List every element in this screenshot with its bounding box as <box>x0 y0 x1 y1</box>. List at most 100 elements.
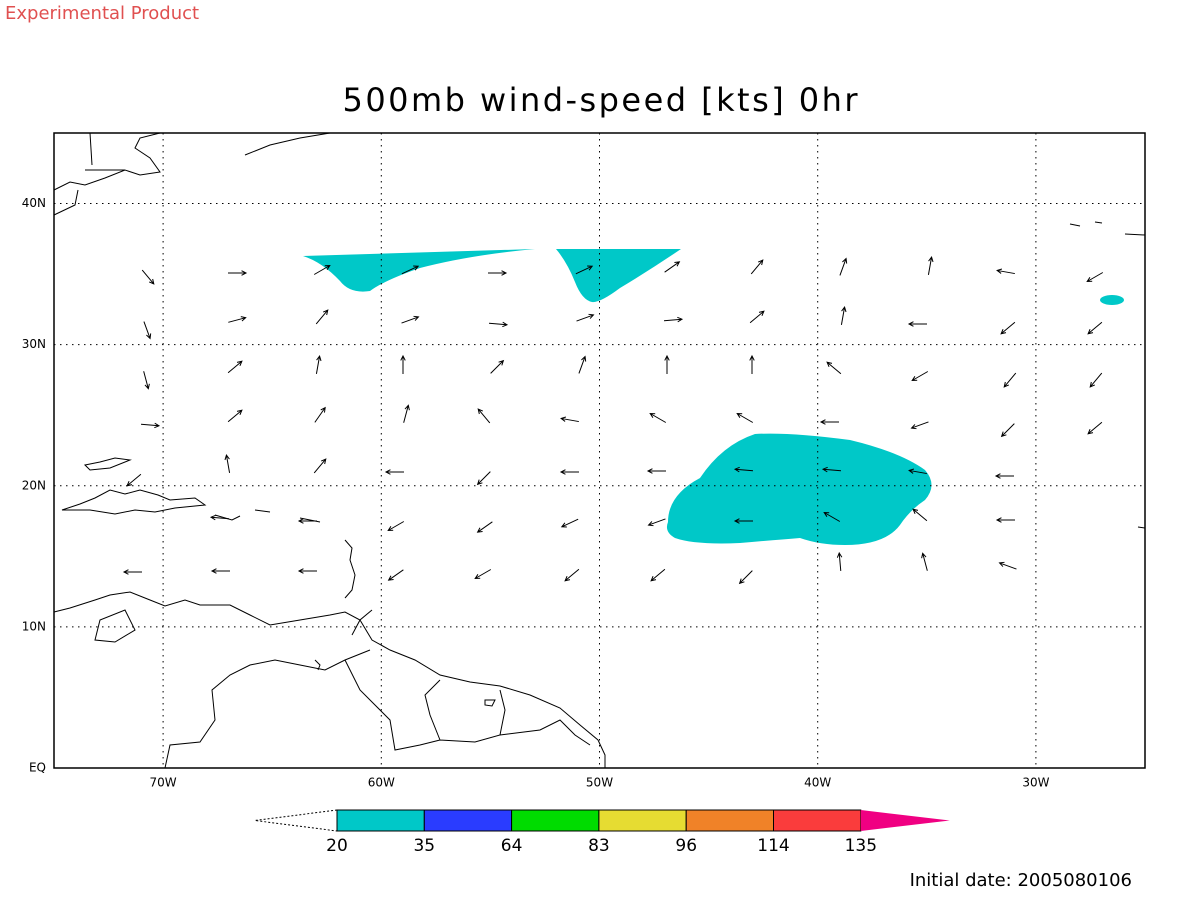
lon-tick-label: 60W <box>368 776 395 790</box>
wind-arrow <box>227 360 243 374</box>
wind-arrow <box>650 568 666 582</box>
wind-arrow <box>224 454 231 473</box>
wind-arrow <box>733 518 753 524</box>
lat-tick-label: EQ <box>29 761 46 775</box>
wind-arrow <box>387 569 404 581</box>
wind-arrow <box>140 422 161 429</box>
wind-arrow <box>826 361 842 375</box>
wind-arrow <box>1003 372 1017 388</box>
map-title: 500mb wind-speed [kts] 0hr <box>343 81 859 119</box>
coastline <box>61 489 207 515</box>
wind-arrow <box>819 419 839 425</box>
wind-arrow <box>126 473 142 487</box>
wind-arrow <box>474 569 492 580</box>
shaded-region <box>1100 295 1124 305</box>
island <box>314 221 1146 707</box>
initial-date: Initial date: 2005080106 <box>910 870 1132 891</box>
wind-arrow <box>750 259 764 275</box>
wind-arrow <box>228 270 248 276</box>
wind-arrow <box>228 316 247 323</box>
wind-arrow <box>578 355 587 374</box>
wind-arrow <box>476 471 491 486</box>
coastline <box>53 591 606 768</box>
colorbar-label: 83 <box>588 836 610 856</box>
coastline <box>94 609 136 643</box>
wind-arrow <box>649 412 667 423</box>
wind-arrow <box>907 321 927 327</box>
wind-arrow <box>488 321 509 328</box>
coastline <box>53 132 331 216</box>
wind-arrow <box>921 552 928 571</box>
colorbar-label: 20 <box>326 836 348 856</box>
wind-arrow <box>559 469 579 475</box>
wind-arrow <box>994 473 1014 479</box>
wind-arrow <box>749 310 765 324</box>
colorbar-segment <box>423 809 513 832</box>
wind-arrow <box>738 570 753 585</box>
wind-arrow <box>575 265 594 275</box>
wind-arrow <box>912 508 928 522</box>
wind-arrow <box>840 306 847 325</box>
colorbar: 20 35 64 83 96 114 135 <box>254 809 950 856</box>
wind-arrow <box>560 416 579 423</box>
wind-arrow <box>995 517 1015 523</box>
colorbar-label: 35 <box>413 836 435 856</box>
wind-arrow <box>1000 423 1015 438</box>
wind-arrow <box>910 421 929 430</box>
wind-arrow <box>576 313 595 322</box>
wind-arrow <box>749 354 755 374</box>
colorbar-label: 114 <box>757 836 789 856</box>
wind-arrow <box>663 316 684 323</box>
wind-arrow <box>564 568 580 582</box>
wind-arrow <box>403 404 410 423</box>
wind-arrow <box>1000 321 1016 335</box>
wind-shading <box>303 249 1124 545</box>
coastlines <box>53 132 1146 769</box>
wind-arrow <box>227 409 243 423</box>
grid <box>54 133 1145 769</box>
colorbar-under <box>254 809 338 832</box>
wind-arrow <box>315 309 329 325</box>
wind-arrow <box>143 321 152 340</box>
wind-arrow <box>476 521 493 533</box>
wind-arrow <box>210 568 230 574</box>
wind-arrow <box>646 468 666 474</box>
wind-arrow <box>488 270 508 276</box>
map-frame <box>53 132 1146 769</box>
wind-arrow <box>664 354 670 374</box>
wind-arrow <box>297 518 317 524</box>
wind-arrow <box>1087 321 1103 335</box>
product-label: Experimental Product <box>5 3 199 24</box>
wind-arrow <box>647 518 666 527</box>
wind-arrow <box>839 257 848 276</box>
coastline <box>83 457 321 523</box>
wind-arrow <box>122 569 142 575</box>
wind-arrow <box>911 371 929 382</box>
wind-arrow <box>400 354 406 374</box>
colorbar-label: 64 <box>501 836 523 856</box>
axis-labels: 70W 60W 50W 40W 30W EQ 10N 20N 30N 40N <box>22 196 1050 789</box>
shaded-region <box>666 433 932 545</box>
wind-arrow <box>387 521 405 532</box>
wind-arrow <box>1087 421 1103 435</box>
wind-arrow <box>998 561 1017 570</box>
wind-vectors <box>122 256 1104 585</box>
lat-tick-label: 10N <box>22 619 46 633</box>
wind-arrow <box>477 408 491 424</box>
wind-arrow <box>384 469 404 475</box>
wind-arrow <box>315 355 322 374</box>
wind-arrow <box>996 268 1015 275</box>
colorbar-segment <box>598 809 687 832</box>
wind-arrow <box>401 315 420 324</box>
wind-arrow <box>490 359 505 374</box>
colorbar-segment <box>773 809 862 832</box>
wind-arrow <box>908 468 927 475</box>
lon-tick-label: 50W <box>586 776 613 790</box>
lon-tick-label: 40W <box>804 776 831 790</box>
lon-tick-label: 30W <box>1022 776 1049 790</box>
wind-arrow <box>664 261 681 273</box>
lat-tick-label: 30N <box>22 337 46 351</box>
wind-arrow <box>141 269 155 285</box>
border <box>164 649 591 769</box>
